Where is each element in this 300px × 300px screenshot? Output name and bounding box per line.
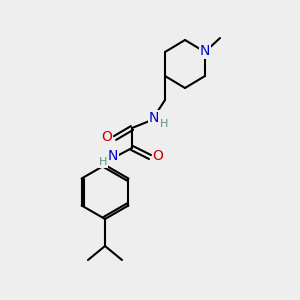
Text: N: N bbox=[200, 44, 210, 58]
Text: N: N bbox=[149, 111, 159, 125]
Text: H: H bbox=[160, 119, 168, 129]
Text: O: O bbox=[153, 149, 164, 163]
Text: O: O bbox=[102, 130, 112, 144]
Text: H: H bbox=[99, 157, 107, 167]
Text: N: N bbox=[108, 149, 118, 163]
